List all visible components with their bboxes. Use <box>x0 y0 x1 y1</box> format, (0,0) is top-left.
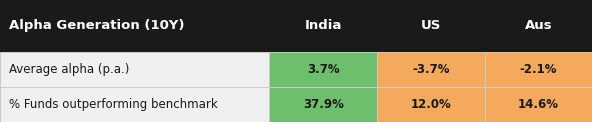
Text: 37.9%: 37.9% <box>303 98 344 111</box>
Text: -3.7%: -3.7% <box>412 63 450 76</box>
Bar <box>0 87 269 122</box>
Bar <box>0 0 269 52</box>
Bar <box>269 0 377 52</box>
Text: 14.6%: 14.6% <box>518 98 559 111</box>
Text: Alpha Generation (10Y): Alpha Generation (10Y) <box>9 19 184 32</box>
Text: US: US <box>421 19 441 32</box>
Bar <box>485 0 592 52</box>
Text: 3.7%: 3.7% <box>307 63 340 76</box>
Text: Average alpha (p.a.): Average alpha (p.a.) <box>9 63 129 76</box>
Bar <box>377 0 485 52</box>
Bar <box>485 87 592 122</box>
Bar <box>377 87 485 122</box>
Bar <box>377 52 485 87</box>
Bar <box>269 87 377 122</box>
Bar <box>269 52 377 87</box>
Text: -2.1%: -2.1% <box>520 63 557 76</box>
Text: Aus: Aus <box>525 19 552 32</box>
Text: India: India <box>304 19 342 32</box>
Bar <box>0 52 269 87</box>
Text: % Funds outperforming benchmark: % Funds outperforming benchmark <box>9 98 218 111</box>
Text: 12.0%: 12.0% <box>411 98 451 111</box>
Bar <box>485 52 592 87</box>
